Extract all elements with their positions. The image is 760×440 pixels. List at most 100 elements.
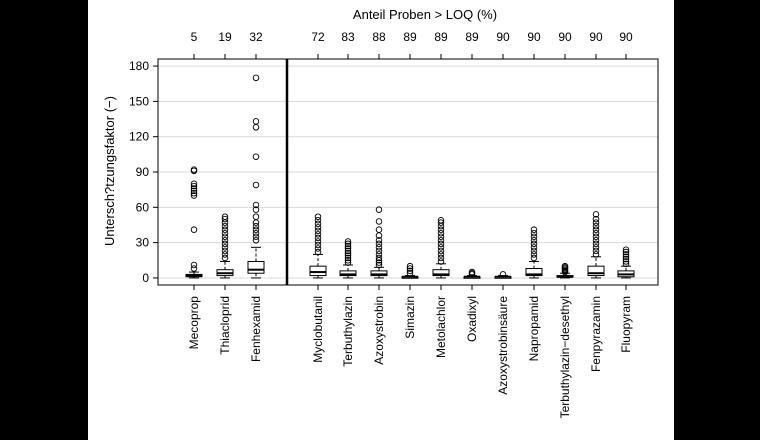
- outlier-point: [530, 233, 538, 240]
- percent-label: 89: [403, 30, 417, 44]
- outlier-point: [221, 222, 229, 230]
- box-iqr: [247, 260, 265, 274]
- box-iqr: [339, 270, 357, 277]
- y-tick-label: 180: [129, 59, 149, 73]
- outlier-point: [437, 219, 445, 226]
- percent-label: 90: [589, 30, 603, 44]
- outlier-point: [437, 217, 445, 224]
- outlier-point: [221, 251, 229, 258]
- outlier-point: [190, 226, 198, 233]
- outlier-point: [530, 229, 538, 237]
- percent-label: 90: [619, 30, 633, 44]
- outlier-point: [375, 226, 383, 233]
- outlier-point: [437, 244, 445, 251]
- outlier-point: [221, 213, 229, 220]
- outlier-point: [406, 262, 414, 270]
- x-tick-label: Terbuthylazin: [341, 296, 355, 367]
- outlier-point: [344, 249, 352, 257]
- percent-label: 90: [558, 30, 572, 44]
- percent-label: 5: [191, 30, 198, 44]
- outlier-point: [375, 251, 383, 258]
- x-tick-label: Terbuthylazin−desethyl: [558, 296, 572, 418]
- outlier-point: [190, 185, 198, 192]
- outlier-point: [592, 219, 600, 226]
- outlier-point: [437, 240, 445, 248]
- y-tick-label: 30: [136, 236, 150, 250]
- outlier-point: [622, 258, 630, 265]
- outlier-point: [314, 220, 322, 228]
- outlier-point: [252, 181, 260, 189]
- outlier-point: [252, 201, 260, 209]
- plot-area: 0 30 60 90 120 150 180 5 Mecoprop 19 Thiacloprid 32…: [129, 30, 659, 418]
- outlier-point: [592, 237, 600, 244]
- outlier-point: [190, 182, 198, 190]
- y-tick-label: 60: [136, 200, 150, 214]
- outlier-point: [406, 265, 414, 272]
- outlier-point: [314, 213, 322, 220]
- outlier-point: [314, 224, 322, 231]
- percent-label: 90: [527, 30, 541, 44]
- outlier-point: [375, 240, 383, 248]
- outlier-point: [252, 118, 260, 125]
- outlier-point: [221, 240, 229, 248]
- outlier-point: [344, 257, 352, 264]
- outlier-point: [252, 226, 260, 233]
- outlier-point: [375, 254, 383, 262]
- outlier-point: [437, 229, 445, 237]
- x-tick-label: Fenhexamid: [249, 296, 263, 362]
- y-axis-label: Untersch?tzungsfaktor (−): [102, 96, 117, 246]
- outlier-point: [530, 247, 538, 255]
- outlier-point: [592, 233, 600, 240]
- y-tick-label: 120: [129, 130, 149, 144]
- outlier-point: [252, 237, 260, 244]
- outlier-point: [252, 213, 260, 220]
- outlier-point: [592, 226, 600, 233]
- y-tick-label: 0: [142, 271, 149, 285]
- outlier-point: [622, 246, 630, 253]
- outlier-point: [406, 269, 414, 277]
- outlier-point: [344, 259, 352, 266]
- outlier-point: [221, 229, 229, 237]
- chart-title: Anteil Proben > LOQ (%): [353, 7, 497, 22]
- percent-label: 89: [465, 30, 479, 44]
- box-iqr: [370, 270, 388, 277]
- outlier-point: [252, 229, 260, 237]
- outlier-point: [190, 192, 198, 199]
- x-tick-label: Fenpyrazamin: [589, 296, 603, 372]
- outlier-point: [252, 206, 260, 213]
- outlier-point: [221, 226, 229, 233]
- outlier-point: [314, 238, 322, 245]
- outlier-point: [622, 253, 630, 260]
- outlier-point: [221, 233, 229, 240]
- outlier-point: [252, 74, 260, 82]
- x-tick-label: Myclobutanil: [311, 296, 325, 363]
- outlier-point: [190, 261, 198, 269]
- outlier-point: [468, 268, 476, 276]
- outlier-point: [221, 215, 229, 223]
- box-iqr: [432, 269, 450, 277]
- box-iqr: [309, 265, 327, 277]
- outlier-point: [344, 254, 352, 262]
- outlier-point: [190, 187, 198, 195]
- outlier-point: [406, 267, 414, 275]
- x-tick-label: Azoxystrobinsäure: [496, 296, 510, 395]
- outlier-point: [622, 248, 630, 256]
- outlier-point: [592, 229, 600, 237]
- outlier-point: [437, 226, 445, 233]
- box-iqr: [525, 268, 543, 277]
- chart-panel: [88, 0, 674, 440]
- outlier-point: [592, 222, 600, 230]
- outlier-point: [190, 180, 198, 188]
- outlier-point: [344, 252, 352, 259]
- percent-label: 83: [341, 30, 355, 44]
- outlier-point: [592, 251, 600, 258]
- outlier-point: [622, 251, 630, 258]
- x-tick-label: Metolachlor: [434, 296, 448, 358]
- outlier-point: [252, 219, 260, 226]
- percent-label: 32: [249, 30, 263, 44]
- outlier-point: [375, 259, 383, 266]
- outlier-point: [592, 244, 600, 251]
- outlier-point: [252, 153, 260, 160]
- outlier-point: [221, 247, 229, 255]
